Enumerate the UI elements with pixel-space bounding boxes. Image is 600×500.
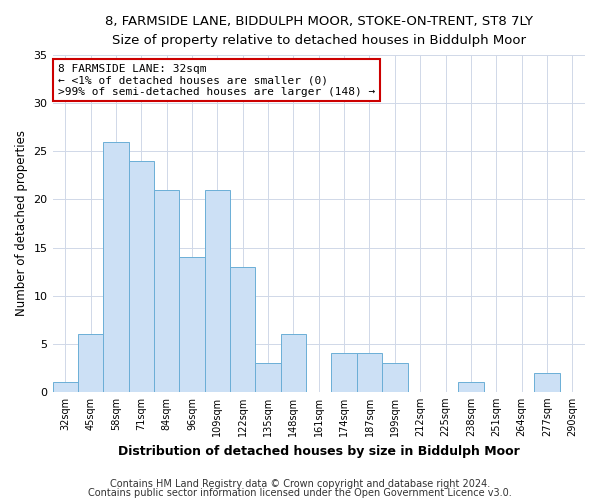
Title: 8, FARMSIDE LANE, BIDDULPH MOOR, STOKE-ON-TRENT, ST8 7LY
Size of property relati: 8, FARMSIDE LANE, BIDDULPH MOOR, STOKE-O… (105, 15, 533, 47)
Bar (382, 363, 407, 392)
Bar (179, 257, 205, 392)
Text: Contains public sector information licensed under the Open Government Licence v3: Contains public sector information licen… (88, 488, 512, 498)
Bar (53, 382, 78, 392)
Y-axis label: Number of detached properties: Number of detached properties (15, 130, 28, 316)
Bar (256, 363, 281, 392)
Bar (534, 372, 560, 392)
Bar (357, 354, 382, 392)
Bar (230, 266, 256, 392)
X-axis label: Distribution of detached houses by size in Biddulph Moor: Distribution of detached houses by size … (118, 444, 520, 458)
Bar (331, 354, 357, 392)
Bar (154, 190, 179, 392)
Bar (281, 334, 306, 392)
Bar (78, 334, 103, 392)
Bar (205, 190, 230, 392)
Text: Contains HM Land Registry data © Crown copyright and database right 2024.: Contains HM Land Registry data © Crown c… (110, 479, 490, 489)
Bar (128, 161, 154, 392)
Bar (103, 142, 128, 392)
Bar (458, 382, 484, 392)
Text: 8 FARMSIDE LANE: 32sqm
← <1% of detached houses are smaller (0)
>99% of semi-det: 8 FARMSIDE LANE: 32sqm ← <1% of detached… (58, 64, 375, 96)
